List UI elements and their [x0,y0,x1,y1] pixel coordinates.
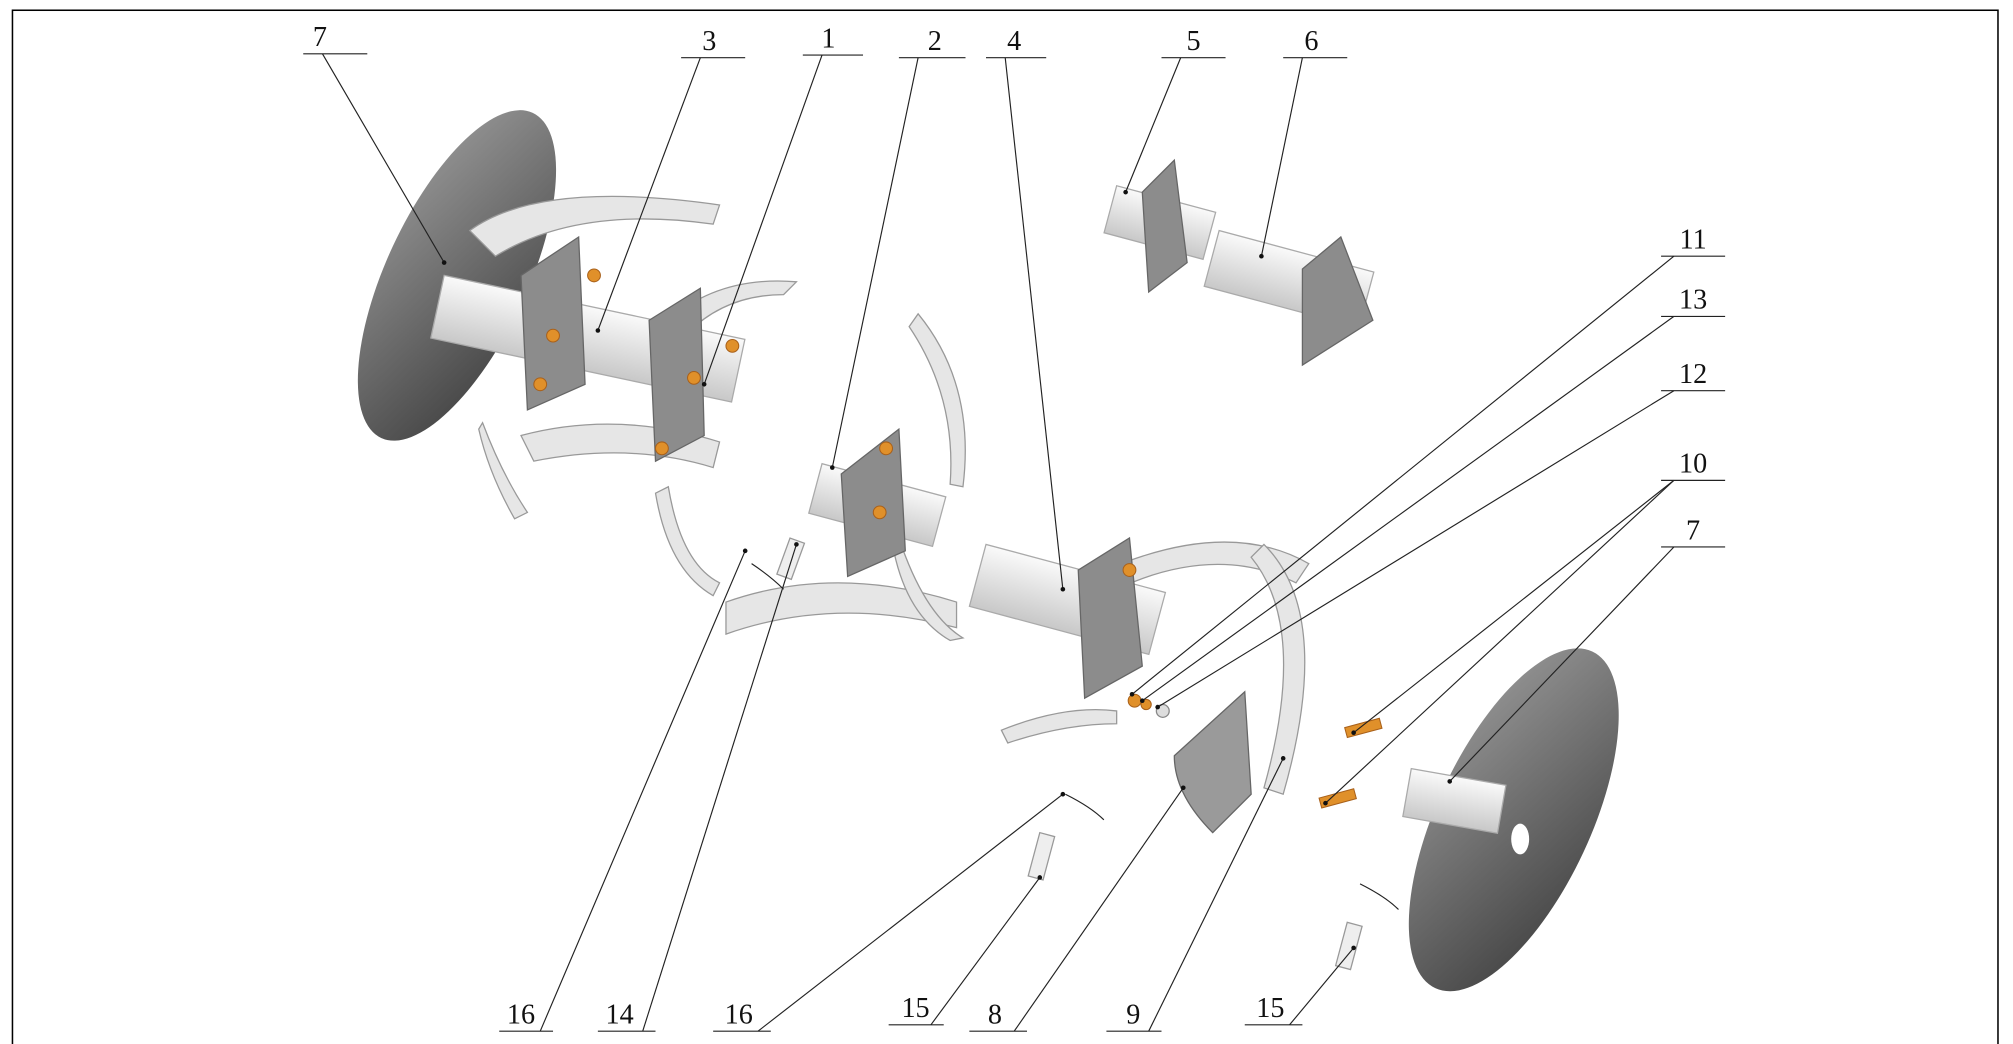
leader-line [1148,758,1284,1032]
leader-line [831,57,919,468]
bolt [687,370,701,385]
callout-label: 16 [507,1000,535,1031]
leader-arrow [1323,800,1328,806]
leader-line [1325,479,1675,804]
leader-arrow [1139,698,1145,704]
callout-label: 9 [1126,1000,1140,1031]
bolt [587,268,601,283]
leader-arrow [742,548,748,554]
leader-line [1013,787,1184,1032]
leader-arrow [595,328,601,333]
leader-arrow [1447,779,1453,784]
flange [520,235,586,411]
bolt [879,441,894,456]
bolt [725,338,740,353]
flange [1141,158,1188,294]
leader-line [1289,947,1355,1026]
leader-line [1353,479,1675,734]
leader-line [642,544,797,1032]
leader-line [1125,57,1182,193]
parts [357,110,1619,992]
leader-arrow [794,542,799,547]
blade [468,195,721,258]
callout-label: 2 [928,26,942,57]
callout-label: 1 [821,23,835,54]
clip [1065,793,1105,821]
leader-line [1260,57,1303,257]
callout-label: 15 [901,993,929,1024]
callout-label: 10 [1679,449,1707,480]
leader-arrow [1351,730,1356,736]
leader-arrow [1129,691,1135,697]
leader-arrow [701,381,707,387]
leader-arrow [1351,945,1356,951]
callout-label: 14 [606,1000,634,1031]
callout-label: 5 [1186,26,1200,57]
flange [648,287,705,463]
callout-label: 16 [725,1000,753,1031]
callout-label: 13 [1679,285,1707,316]
flange [1077,536,1143,700]
blade [1000,709,1118,744]
leader-line [703,54,823,385]
callout-label: 7 [313,22,327,53]
bolt [872,505,887,520]
leader-line [321,53,445,263]
callout-label: 15 [1256,993,1284,1024]
leader-line [597,57,701,331]
leader-arrow [1280,756,1286,761]
leader-arrow [441,260,447,265]
pin [1334,921,1363,971]
leader-line [757,793,1064,1032]
bolt [546,328,560,343]
nut [1127,693,1142,708]
leader-arrow [1180,785,1186,791]
leader-arrow [1155,704,1160,710]
blade [654,485,721,597]
callout-label: 6 [1304,26,1318,57]
bracket [1173,690,1252,834]
clip [1359,883,1399,910]
leader-line [1004,57,1064,590]
hole [1511,823,1530,855]
blade [725,582,958,635]
blade [478,421,529,520]
pin [1027,831,1056,881]
leader-line [1131,255,1675,695]
leader-arrow [1037,875,1043,880]
flange [1301,235,1374,367]
callout-label: 8 [988,1000,1002,1031]
flange [840,427,906,578]
leader-arrow [1259,253,1264,259]
disc [1408,648,1619,992]
bolt [533,377,548,392]
leader-arrow [829,465,835,470]
disc [357,110,557,441]
leader-line [1157,390,1675,708]
blade [908,312,966,488]
shaft [1402,767,1507,834]
leader-arrow [1123,189,1128,195]
callout-label: 7 [1686,515,1700,546]
bolt [1122,563,1137,577]
leader-line [1141,315,1675,702]
callout-label: 4 [1007,26,1021,57]
frame [11,9,1999,1044]
leader-arrow [1060,586,1066,592]
callout-label: 11 [1680,225,1707,256]
pin [776,537,806,581]
leader-line [1449,546,1675,782]
clip [751,563,785,590]
leader-line [930,877,1041,1026]
bolt [654,441,669,456]
leader-line [539,550,746,1032]
bolt [1344,717,1383,739]
leader-arrow [1060,791,1066,797]
callout-label: 12 [1679,359,1707,390]
callout-label: 3 [702,26,716,57]
